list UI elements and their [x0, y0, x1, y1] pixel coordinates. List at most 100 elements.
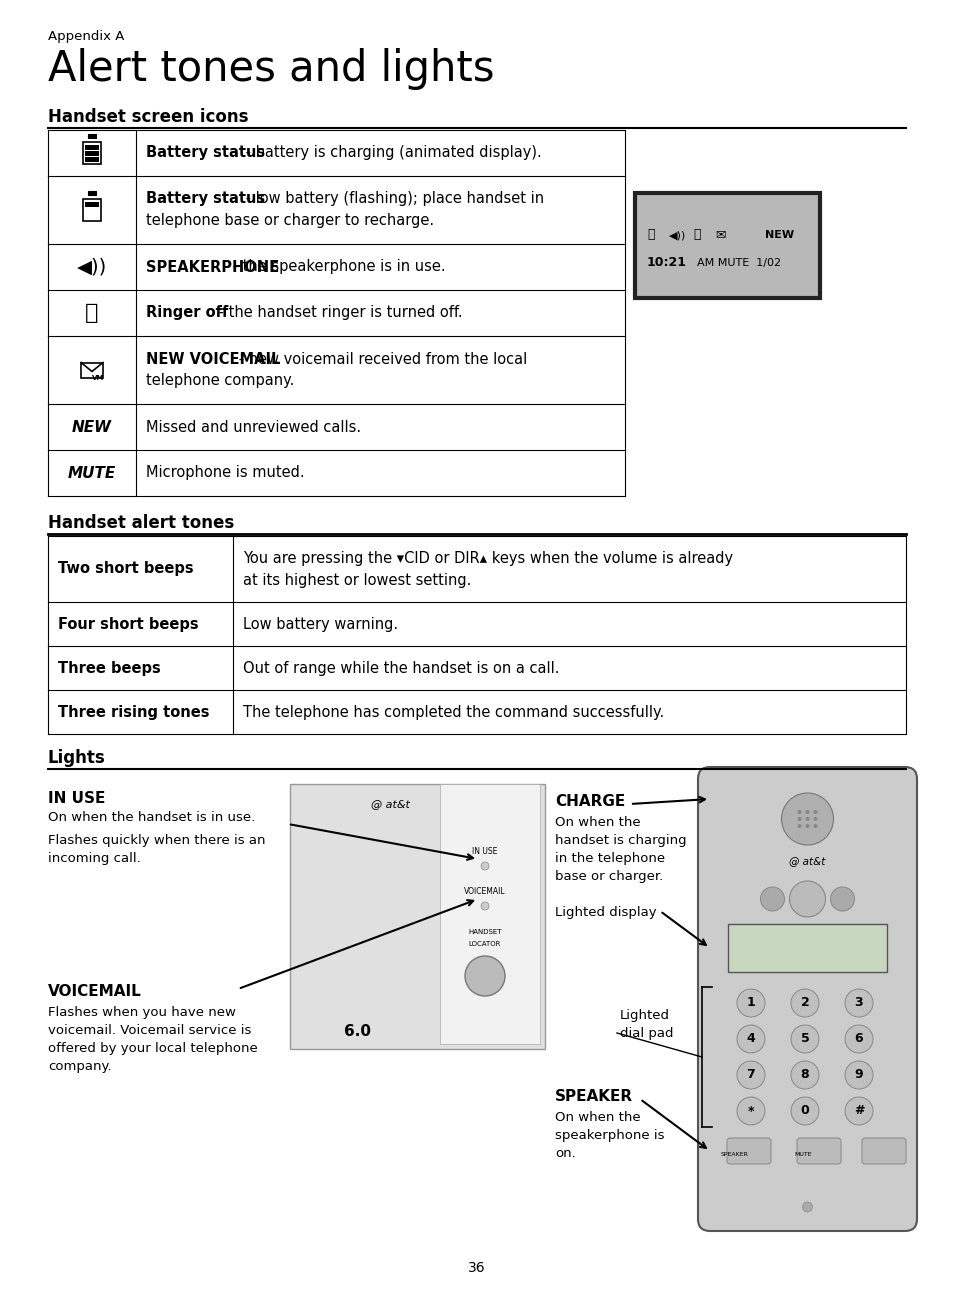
- Circle shape: [801, 1201, 812, 1212]
- Text: LOCATOR: LOCATOR: [468, 941, 500, 947]
- Circle shape: [844, 1096, 872, 1125]
- Circle shape: [737, 1025, 764, 1052]
- Text: in the telephone: in the telephone: [555, 851, 664, 864]
- Circle shape: [844, 989, 872, 1017]
- Circle shape: [804, 810, 809, 814]
- FancyBboxPatch shape: [862, 1138, 905, 1164]
- Text: SPEAKER: SPEAKER: [720, 1152, 748, 1157]
- Text: 1: 1: [746, 997, 755, 1010]
- Text: ◀)): ◀)): [668, 229, 685, 240]
- Text: telephone company.: telephone company.: [146, 373, 294, 389]
- FancyBboxPatch shape: [726, 1138, 770, 1164]
- Bar: [88, 191, 96, 194]
- Text: - the speakerphone is in use.: - the speakerphone is in use.: [228, 259, 445, 275]
- Text: VOICEMAIL: VOICEMAIL: [48, 984, 142, 999]
- Text: ◀)): ◀)): [77, 258, 107, 276]
- Text: Three rising tones: Three rising tones: [58, 705, 210, 719]
- Text: VOICEMAIL: VOICEMAIL: [464, 888, 505, 897]
- Text: #: #: [853, 1104, 863, 1117]
- Text: 6: 6: [854, 1033, 862, 1046]
- Text: at its highest or lowest setting.: at its highest or lowest setting.: [243, 573, 471, 587]
- Circle shape: [830, 886, 854, 911]
- Text: offered by your local telephone: offered by your local telephone: [48, 1042, 257, 1055]
- Text: Microphone is muted.: Microphone is muted.: [146, 465, 304, 481]
- Text: base or charger.: base or charger.: [555, 870, 662, 883]
- Text: 10:21: 10:21: [646, 257, 686, 270]
- Circle shape: [844, 1061, 872, 1089]
- Text: - new voicemail received from the local: - new voicemail received from the local: [234, 351, 527, 367]
- Circle shape: [737, 1096, 764, 1125]
- Text: Battery status: Battery status: [146, 145, 265, 161]
- Text: Two short beeps: Two short beeps: [58, 561, 193, 577]
- Bar: [85, 157, 99, 162]
- Circle shape: [789, 881, 824, 918]
- Text: MUTE: MUTE: [68, 465, 116, 481]
- Circle shape: [781, 793, 833, 845]
- Bar: [85, 152, 99, 156]
- Text: telephone base or charger to recharge.: telephone base or charger to recharge.: [146, 214, 434, 228]
- Text: 36: 36: [468, 1261, 485, 1275]
- Text: Out of range while the handset is on a call.: Out of range while the handset is on a c…: [243, 661, 558, 675]
- Text: VM: VM: [91, 375, 104, 381]
- Text: Three beeps: Three beeps: [58, 661, 161, 675]
- Text: Flashes quickly when there is an: Flashes quickly when there is an: [48, 835, 265, 848]
- Circle shape: [464, 956, 504, 997]
- Bar: [439, 784, 539, 1045]
- Bar: [85, 202, 99, 206]
- Bar: [81, 363, 103, 377]
- Text: 7: 7: [746, 1068, 755, 1081]
- Circle shape: [480, 902, 489, 910]
- Bar: [83, 143, 101, 165]
- Text: SPEAKER: SPEAKER: [555, 1089, 633, 1104]
- Text: Handset alert tones: Handset alert tones: [48, 515, 234, 531]
- Circle shape: [797, 810, 801, 814]
- Circle shape: [760, 886, 783, 911]
- FancyBboxPatch shape: [698, 767, 916, 1231]
- Text: 4: 4: [746, 1033, 755, 1046]
- Text: dial pad: dial pad: [619, 1026, 673, 1039]
- Text: NEW: NEW: [764, 229, 793, 240]
- Text: On when the handset is in use.: On when the handset is in use.: [48, 811, 255, 824]
- Text: Ringer off: Ringer off: [146, 306, 228, 320]
- Text: 9: 9: [854, 1068, 862, 1081]
- Text: - battery is charging (animated display).: - battery is charging (animated display)…: [241, 145, 541, 161]
- Bar: [83, 200, 101, 222]
- Text: IN USE: IN USE: [472, 848, 497, 857]
- Text: incoming call.: incoming call.: [48, 851, 141, 864]
- Text: IN USE: IN USE: [48, 791, 105, 806]
- Text: company.: company.: [48, 1060, 112, 1073]
- Text: 8: 8: [800, 1068, 808, 1081]
- Text: 6.0: 6.0: [344, 1025, 371, 1039]
- Text: @ at&t: @ at&t: [370, 800, 409, 809]
- Text: MUTE: MUTE: [793, 1152, 811, 1157]
- Text: 🔕: 🔕: [85, 303, 98, 323]
- Text: Battery status: Battery status: [146, 192, 265, 206]
- Bar: [88, 133, 96, 137]
- Text: 2: 2: [800, 997, 808, 1010]
- Text: Appendix A: Appendix A: [48, 30, 124, 43]
- Circle shape: [804, 816, 809, 820]
- Circle shape: [813, 816, 817, 820]
- Text: On when the: On when the: [555, 816, 640, 829]
- Text: The telephone has completed the command successfully.: The telephone has completed the command …: [243, 705, 663, 719]
- FancyBboxPatch shape: [796, 1138, 841, 1164]
- Circle shape: [797, 816, 801, 820]
- Circle shape: [790, 1025, 818, 1052]
- Bar: [727, 924, 886, 972]
- Text: ✉: ✉: [714, 228, 724, 241]
- Circle shape: [790, 989, 818, 1017]
- Text: Low battery warning.: Low battery warning.: [243, 617, 397, 631]
- Circle shape: [813, 810, 817, 814]
- Text: NEW VOICEMAIL: NEW VOICEMAIL: [146, 351, 280, 367]
- Text: NEW: NEW: [71, 420, 112, 434]
- Text: HANDSET: HANDSET: [468, 929, 501, 934]
- Bar: [85, 145, 99, 149]
- Text: *: *: [747, 1104, 754, 1117]
- Text: speakerphone is: speakerphone is: [555, 1129, 664, 1142]
- Text: 🔕: 🔕: [692, 228, 700, 241]
- Text: 5: 5: [800, 1033, 808, 1046]
- Circle shape: [737, 989, 764, 1017]
- Text: - low battery (flashing); place handset in: - low battery (flashing); place handset …: [241, 192, 544, 206]
- Text: handset is charging: handset is charging: [555, 835, 686, 848]
- Circle shape: [480, 862, 489, 870]
